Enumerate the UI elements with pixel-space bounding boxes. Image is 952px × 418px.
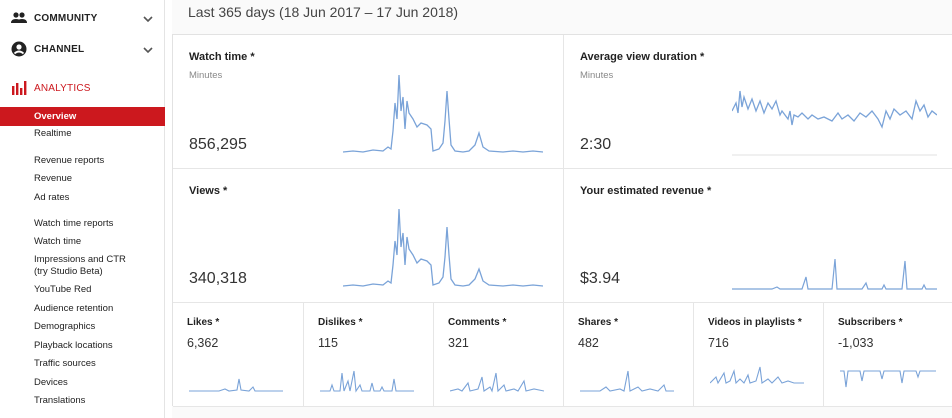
likes-sparkline — [189, 378, 283, 392]
chevron-down-icon — [142, 43, 154, 55]
main-content: Last 365 days (18 Jun 2017 – 17 Jun 2018… — [172, 0, 952, 418]
card-value: 115 — [318, 336, 338, 350]
sidebar-item-revenue-reports[interactable]: Revenue reports — [34, 155, 105, 166]
card-unit: Minutes — [189, 70, 223, 81]
card-comments[interactable]: Comments * 321 — [434, 303, 564, 407]
sidebar-section-channel[interactable]: CHANNEL — [0, 31, 165, 67]
card-value: 2:30 — [580, 136, 612, 153]
sidebar-item-playback-locations[interactable]: Playback locations — [34, 340, 113, 351]
card-title: Videos in playlists * — [708, 317, 802, 328]
card-watch-time[interactable]: Watch time * Minutes 856,295 — [173, 35, 564, 169]
sidebar: COMMUNITY CHANNEL ANALYTICS Overview Rea… — [0, 0, 165, 418]
sidebar-item-demographics[interactable]: Demographics — [34, 321, 96, 332]
sidebar-item-translations[interactable]: Translations — [34, 395, 86, 406]
chevron-down-icon — [142, 12, 154, 24]
card-videos-in-playlists[interactable]: Videos in playlists * 716 — [694, 303, 824, 407]
card-value: 482 — [578, 336, 599, 350]
card-average-view-duration[interactable]: Average view duration * Minutes 2:30 — [564, 35, 952, 169]
card-views[interactable]: Views * 340,318 — [173, 169, 564, 303]
card-dislikes[interactable]: Dislikes * 115 — [304, 303, 434, 407]
subscribers-sparkline — [840, 370, 936, 388]
card-value: $3.94 — [580, 270, 621, 287]
card-value: 321 — [448, 336, 469, 350]
card-title: Comments * — [448, 317, 507, 328]
card-likes[interactable]: Likes * 6,362 — [173, 303, 304, 407]
sidebar-item-youtube-red[interactable]: YouTube Red — [34, 284, 92, 295]
sidebar-item-overview[interactable]: Overview — [0, 107, 165, 126]
date-range[interactable]: Last 365 days (18 Jun 2017 – 17 Jun 2018… — [188, 4, 459, 20]
analytics-icon — [11, 80, 27, 96]
channel-icon — [11, 41, 27, 57]
sidebar-item-realtime[interactable]: Realtime — [34, 128, 72, 139]
views-sparkline — [343, 208, 543, 287]
sidebar-item-impressions-ctr[interactable]: Impressions and CTR (try Studio Beta) — [34, 254, 126, 277]
card-title: Likes * — [187, 317, 220, 328]
comments-sparkline — [450, 372, 544, 393]
card-value: 716 — [708, 336, 729, 350]
card-title: Shares * — [578, 317, 619, 328]
sidebar-item-traffic-sources[interactable]: Traffic sources — [34, 358, 96, 369]
card-title: Views * — [189, 185, 228, 197]
card-value: 340,318 — [189, 270, 247, 287]
sidebar-item-revenue[interactable]: Revenue — [34, 173, 73, 184]
sidebar-item-audience-retention[interactable]: Audience retention — [34, 303, 114, 314]
sidebar-section-label: CHANNEL — [34, 43, 85, 55]
card-title: Subscribers * — [838, 317, 903, 328]
community-icon — [11, 10, 27, 26]
card-value: 856,295 — [189, 136, 247, 153]
sidebar-section-label: ANALYTICS — [34, 82, 91, 94]
revenue-sparkline — [732, 258, 937, 290]
sidebar-section-label: COMMUNITY — [34, 12, 98, 24]
sidebar-item-ad-rates[interactable]: Ad rates — [34, 192, 70, 203]
overview-panel: Watch time * Minutes 856,295 Average vie… — [172, 34, 952, 407]
card-title: Average view duration * — [580, 51, 705, 63]
sidebar-item-watch-time[interactable]: Watch time — [34, 236, 82, 247]
card-value: -1,033 — [838, 336, 874, 350]
sidebar-section-community[interactable]: COMMUNITY — [0, 0, 165, 36]
card-title: Dislikes * — [318, 317, 363, 328]
card-title: Your estimated revenue * — [580, 185, 712, 197]
card-shares[interactable]: Shares * 482 — [564, 303, 694, 407]
sidebar-section-analytics[interactable]: ANALYTICS — [0, 70, 165, 106]
sidebar-item-watch-time-reports[interactable]: Watch time reports — [34, 218, 114, 229]
card-title: Watch time * — [189, 51, 255, 63]
playlists-sparkline — [710, 366, 804, 385]
watch-time-sparkline — [343, 74, 543, 153]
avg-view-duration-sparkline — [732, 90, 937, 156]
sidebar-item-devices[interactable]: Devices — [34, 377, 68, 388]
card-subscribers[interactable]: Subscribers * -1,033 — [824, 303, 952, 407]
shares-sparkline — [580, 370, 674, 392]
card-unit: Minutes — [580, 70, 614, 81]
card-value: 6,362 — [187, 336, 219, 350]
card-estimated-revenue[interactable]: Your estimated revenue * $3.94 — [564, 169, 952, 303]
dislikes-sparkline — [320, 370, 414, 393]
